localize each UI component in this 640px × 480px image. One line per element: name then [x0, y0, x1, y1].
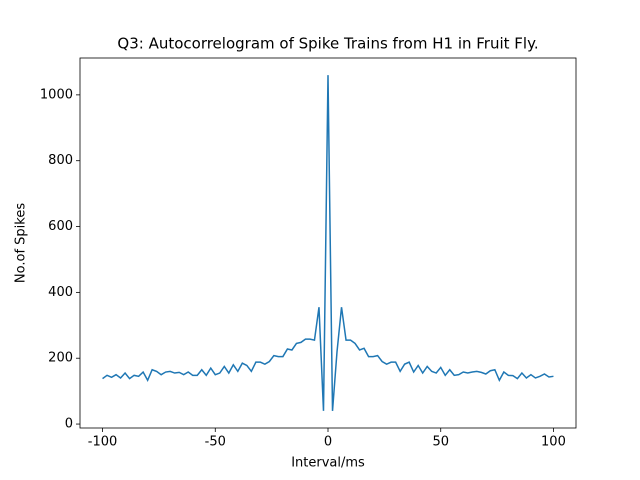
y-tick-label: 400 [48, 285, 73, 300]
y-axis-label: No.of Spikes [14, 203, 29, 283]
chart-title: Q3: Autocorrelogram of Spike Trains from… [117, 35, 538, 53]
x-tick-label: 50 [432, 435, 449, 450]
x-axis-label: Interval/ms [291, 456, 365, 471]
y-tick-label: 0 [65, 417, 73, 432]
y-tick-label: 1000 [40, 87, 73, 102]
x-tick-label: 100 [541, 435, 566, 450]
x-tick-label: -50 [205, 435, 226, 450]
data-line [102, 75, 554, 411]
x-tick-label: 0 [324, 435, 332, 450]
y-tick-label: 800 [48, 153, 73, 168]
y-tick-label: 600 [48, 219, 73, 234]
y-tick-label: 200 [48, 351, 73, 366]
x-tick-label: -100 [88, 435, 118, 450]
